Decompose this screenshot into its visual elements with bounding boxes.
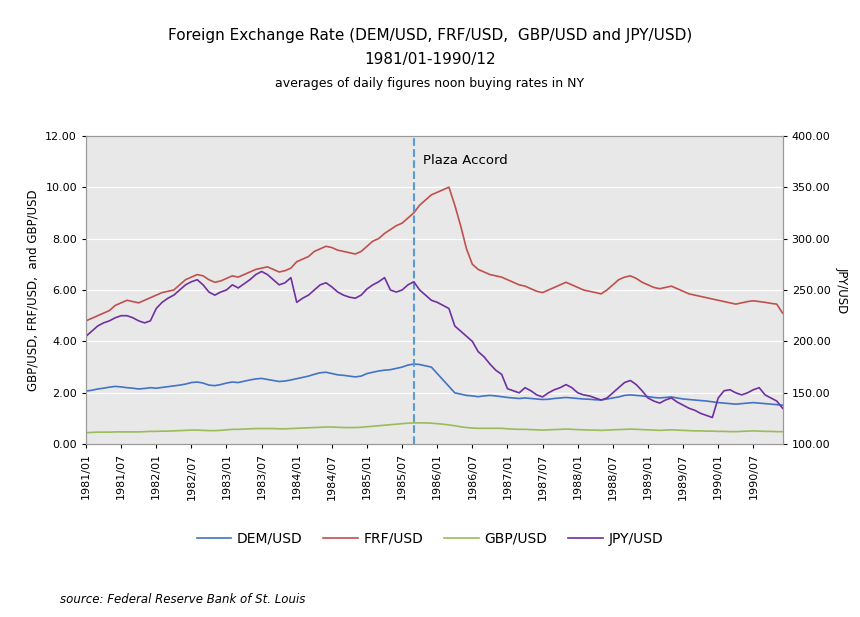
GBP/USD (81, 429, 91, 436)
GBP/USD (227, 426, 237, 433)
DEM/USD (81, 387, 91, 395)
JPY/USD (777, 405, 788, 412)
JPY/USD (473, 348, 483, 355)
GBP/USD (268, 425, 279, 433)
JPY/USD (227, 281, 237, 289)
GBP/USD (637, 426, 648, 433)
Line: GBP/USD: GBP/USD (86, 423, 783, 433)
GBP/USD (567, 426, 577, 433)
JPY/USD (707, 414, 717, 421)
FRF/USD (760, 299, 771, 306)
FRF/USD (81, 317, 91, 325)
DEM/USD (227, 378, 237, 386)
DEM/USD (760, 400, 771, 407)
Text: Foreign Exchange Rate (DEM/USD, FRF/USD,  GBP/USD and JPY/USD): Foreign Exchange Rate (DEM/USD, FRF/USD,… (168, 28, 692, 43)
FRF/USD (444, 183, 454, 191)
JPY/USD (637, 387, 648, 394)
DEM/USD (777, 402, 788, 409)
Line: FRF/USD: FRF/USD (86, 187, 783, 321)
Legend: DEM/USD, FRF/USD, GBP/USD, JPY/USD: DEM/USD, FRF/USD, GBP/USD, JPY/USD (191, 526, 669, 552)
DEM/USD (408, 360, 419, 368)
FRF/USD (473, 266, 483, 273)
DEM/USD (473, 393, 483, 400)
Line: JPY/USD: JPY/USD (86, 271, 783, 418)
DEM/USD (637, 392, 648, 400)
DEM/USD (567, 394, 577, 402)
JPY/USD (256, 268, 267, 275)
Text: 1981/01-1990/12: 1981/01-1990/12 (364, 52, 496, 67)
FRF/USD (637, 279, 648, 286)
JPY/USD (81, 333, 91, 340)
GBP/USD (408, 419, 419, 426)
GBP/USD (473, 424, 483, 432)
JPY/USD (274, 281, 285, 289)
JPY/USD (765, 394, 776, 402)
Text: source: Federal Reserve Bank of St. Louis: source: Federal Reserve Bank of St. Loui… (60, 594, 305, 607)
JPY/USD (567, 384, 577, 391)
Text: Plaza Accord: Plaza Accord (422, 154, 507, 167)
DEM/USD (268, 377, 279, 384)
FRF/USD (268, 266, 279, 273)
Y-axis label: JPY/USD: JPY/USD (836, 267, 849, 313)
Line: DEM/USD: DEM/USD (86, 364, 783, 405)
GBP/USD (777, 428, 788, 436)
FRF/USD (567, 281, 577, 289)
GBP/USD (760, 428, 771, 435)
Text: averages of daily figures noon buying rates in NY: averages of daily figures noon buying ra… (275, 77, 585, 90)
FRF/USD (227, 272, 237, 280)
Y-axis label: GBP/USD, FRF/USD,  and GBP/USD: GBP/USD, FRF/USD, and GBP/USD (27, 189, 40, 391)
FRF/USD (777, 310, 788, 317)
